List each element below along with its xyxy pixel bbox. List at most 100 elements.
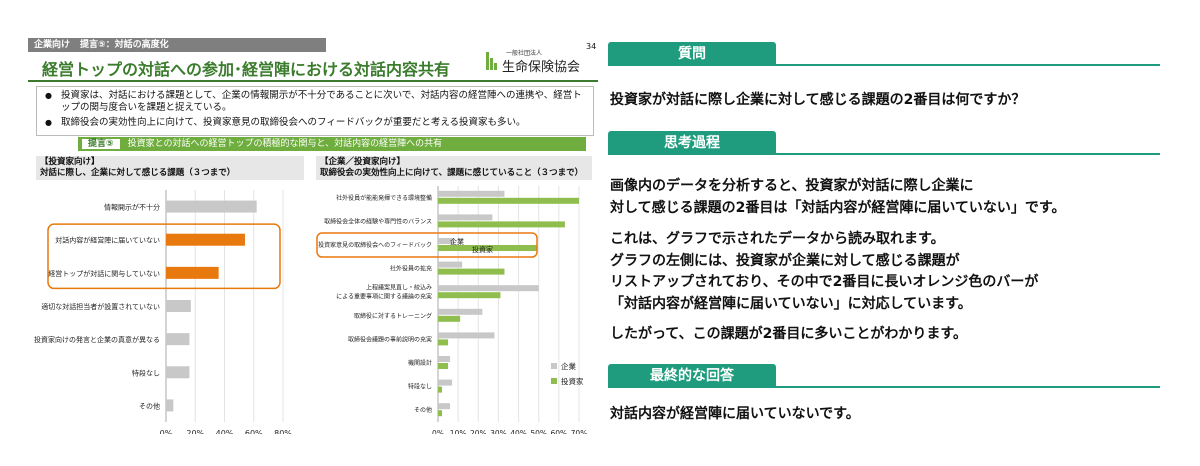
bar bbox=[438, 363, 449, 369]
thinking-line: リストアップされており、その中で2番目に長いオレンジ色のバーが bbox=[610, 274, 1039, 290]
question-section-header: 質問 bbox=[608, 42, 1160, 66]
category-label: 取締役会全体の経験や専門性のバランス bbox=[324, 217, 432, 225]
highlight-frame bbox=[47, 223, 281, 290]
bar bbox=[438, 339, 449, 346]
right-panel-caption: 取締役会の実効性向上に向けて、課題に感じていること（３つまで） bbox=[320, 168, 584, 178]
bar bbox=[438, 197, 579, 204]
x-tick-label: 60% bbox=[245, 429, 263, 434]
slide-image: 企業向け 提言⑤：対話の高度化 34 経営トップの対話への参加･経営陣における対話… bbox=[28, 30, 598, 434]
charts-canvas: 0% 20% 40% 60% 80% 情報開示が不十分対話内容が経営陣に届いていない経営ト… bbox=[34, 186, 588, 434]
category-label: 適切な対話担当者が設置されていない bbox=[41, 302, 160, 311]
answer-text: 対話内容が経営陣に届いていないです。 bbox=[610, 406, 860, 422]
bar bbox=[438, 308, 483, 315]
x-tick-label: 40% bbox=[216, 429, 234, 434]
proposal-text: 投資家との対話への経営トップの積極的な関与と、対話内容の経営陣への共有 bbox=[127, 139, 443, 149]
bar bbox=[438, 285, 539, 292]
category-label: 特段なし bbox=[408, 383, 432, 391]
section-rule bbox=[608, 64, 1160, 66]
bar bbox=[438, 261, 463, 268]
x-tick-label: 40% bbox=[510, 429, 527, 434]
x-tick-label: 10% bbox=[450, 429, 467, 434]
slide-breadcrumb: 企業向け 提言⑤：対話の高度化 bbox=[28, 38, 326, 52]
category-label: 上程議案見直し・絞込み bbox=[366, 284, 432, 292]
category-label: による重要事項に関する議論の充実 bbox=[336, 293, 432, 301]
left-panel-caption: 対話に際し、企業に対して感じる課題（３つまで） bbox=[40, 168, 236, 178]
legend-swatch bbox=[551, 363, 557, 369]
category-label: 情報開示が不十分 bbox=[104, 203, 160, 212]
bar bbox=[438, 356, 451, 362]
category-label: その他 bbox=[139, 401, 160, 410]
x-tick-label: 70% bbox=[571, 429, 588, 434]
category-label: 投資家向けの発言と企業の真意が異なる bbox=[34, 335, 160, 344]
bar bbox=[438, 221, 565, 228]
left-panel-header: 【投資家向け】 対話に際し、企業に対して感じる課題（３つまで） bbox=[36, 156, 304, 180]
bar bbox=[166, 200, 257, 213]
proposal-tag: 提言⑤ bbox=[82, 139, 120, 149]
category-label: 投資家意見の取締役会へのフィードバック bbox=[318, 241, 432, 249]
answer-header: 最終的な回答 bbox=[608, 364, 776, 388]
bar bbox=[438, 190, 505, 197]
bullet-item: 取締役会の実効性向上に向けて、投資家意見の取締役会へのフィードバックが重要だと考… bbox=[45, 117, 587, 129]
bar bbox=[438, 332, 495, 339]
question-header: 質問 bbox=[608, 42, 776, 66]
thinking-line: グラフの左側には、投資家が企業に対して感じる課題が bbox=[610, 253, 960, 269]
bar bbox=[438, 315, 461, 322]
right-panel-tag: 【企業／投資家向け】 bbox=[320, 157, 406, 167]
bar bbox=[166, 266, 219, 279]
x-tick-label: 0% bbox=[160, 429, 173, 434]
x-tick-label: 20% bbox=[470, 429, 487, 434]
association-logo: 一般社団法人 生命保険協会 bbox=[486, 48, 586, 75]
x-tick-label: 60% bbox=[551, 429, 568, 434]
bar bbox=[166, 366, 190, 379]
proposal-banner: 提言⑤ 投資家との対話への経営トップの積極的な関与と、対話内容の経営陣への共有 bbox=[78, 137, 586, 151]
bar bbox=[438, 214, 493, 221]
question-text: 投資家が対話に際し企業に対して感じる課題の2番目は何ですか？ bbox=[610, 92, 1026, 108]
thinking-line: これは、グラフで示されたデータから読み取れます。 bbox=[610, 231, 945, 247]
answer-section-header: 最終的な回答 bbox=[608, 364, 1160, 388]
summary-bullets: 投資家は、対話における課題として、企業の情報開示が不十分であることに次いで、対話… bbox=[36, 86, 594, 136]
category-label: 機関設計 bbox=[408, 359, 432, 367]
thinking-line: 対して感じる課題の2番目は「対話内容が経営陣に届いていない」です。 bbox=[610, 200, 1066, 216]
x-tick-label: 20% bbox=[186, 429, 204, 434]
category-label: 特段なし bbox=[132, 368, 160, 377]
bar bbox=[438, 268, 505, 275]
inline-series-label: 投資家 bbox=[472, 245, 493, 254]
category-label: 経営トップが対話に関与していない bbox=[48, 269, 160, 278]
category-label: 取締役会議題の事前説明の充実 bbox=[348, 335, 432, 343]
highlight-frame bbox=[316, 232, 538, 258]
slide-page-number: 34 bbox=[586, 42, 597, 51]
bar bbox=[438, 410, 443, 417]
category-label: 対話内容が経営陣に届いていない bbox=[55, 236, 160, 245]
legend-label: 投資家 bbox=[561, 376, 584, 386]
crumb-section: 提言⑤：対話の高度化 bbox=[80, 40, 169, 50]
section-rule bbox=[608, 386, 1160, 388]
thinking-line: 「対話内容が経営陣に届いていない」に対応しています。 bbox=[610, 296, 972, 312]
thinking-header: 思考過程 bbox=[608, 131, 776, 155]
bar bbox=[166, 399, 174, 412]
x-tick-label: 30% bbox=[490, 429, 507, 434]
slide-title: 経営トップの対話への参加･経営陣における対話内容共有 bbox=[42, 60, 451, 79]
bar bbox=[438, 379, 453, 386]
category-label: その他 bbox=[414, 406, 432, 414]
legend-label: 企業 bbox=[561, 361, 576, 371]
thinking-line: 画像内のデータを分析すると、投資家が対話に際し企業に bbox=[610, 178, 974, 194]
bar bbox=[166, 233, 245, 246]
crumb-category: 企業向け bbox=[34, 40, 71, 50]
bullet-item: 投資家は、対話における課題として、企業の情報開示が不十分であることに次いで、対話… bbox=[45, 90, 587, 114]
category-label: 社外役員の拡充 bbox=[390, 265, 432, 273]
legend-swatch bbox=[551, 378, 557, 384]
bar bbox=[166, 333, 190, 346]
x-tick-label: 80% bbox=[274, 429, 292, 434]
right-panel-header: 【企業／投資家向け】 取締役会の実効性向上に向けて、課題に感じていること（３つまで… bbox=[316, 156, 592, 180]
category-label: 取締役に対するトレーニング bbox=[354, 312, 432, 320]
category-label: 社外役員が能能発揮できる環境整備 bbox=[336, 194, 432, 202]
bar bbox=[438, 403, 451, 410]
section-rule bbox=[608, 153, 1160, 155]
bar bbox=[438, 386, 443, 393]
bar bbox=[166, 300, 191, 312]
left-panel-tag: 【投資家向け】 bbox=[40, 157, 100, 167]
logo-bars-icon bbox=[486, 52, 498, 70]
bar bbox=[438, 245, 537, 251]
title-divider bbox=[28, 80, 598, 82]
thinking-section-header: 思考過程 bbox=[608, 131, 1160, 155]
